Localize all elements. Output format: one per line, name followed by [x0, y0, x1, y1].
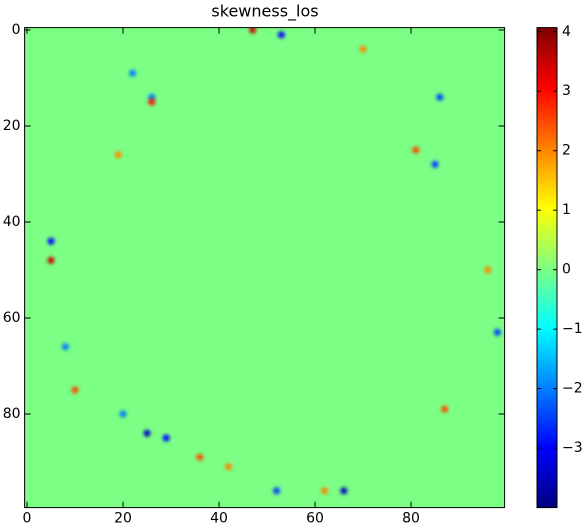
heatmap-cell: [114, 151, 122, 159]
heatmap-cell: [321, 487, 329, 495]
colorbar-tick-label: −2: [562, 381, 583, 397]
colorbar-tick-label: 2: [562, 143, 571, 159]
heatmap-cell: [225, 463, 233, 471]
y-tick-label: 0: [12, 22, 21, 38]
heatmap-cell: [143, 429, 151, 437]
colorbar-tick-label: 4: [562, 24, 571, 40]
heatmap-cell: [162, 434, 170, 442]
heatmap-cell: [493, 328, 501, 336]
y-tick-label: 60: [3, 310, 21, 326]
x-tick-label: 20: [114, 511, 132, 524]
heatmap-area: [24, 27, 505, 508]
x-tick-label: 60: [306, 511, 324, 524]
x-tick-label: 80: [402, 511, 420, 524]
heatmap-cell: [47, 256, 55, 264]
colorbar-tick-label: −3: [562, 440, 583, 456]
heatmap-cell: [47, 237, 55, 245]
colorbar: [537, 27, 557, 508]
heatmap-cell: [484, 266, 492, 274]
heatmap-cell: [249, 27, 257, 34]
x-tick-label: 40: [210, 511, 228, 524]
heatmap-cell: [129, 69, 137, 77]
heatmap-cell: [359, 45, 367, 53]
colorbar-tick-label: 3: [562, 83, 571, 99]
heatmap-background: [24, 27, 505, 508]
heatmap-cell: [277, 31, 285, 39]
heatmap-cell: [71, 386, 79, 394]
chart-title: skewness_los: [211, 2, 318, 22]
heatmap-cell: [148, 93, 156, 101]
heatmap-cell: [148, 98, 156, 106]
plot-frame: [24, 27, 506, 509]
heatmap-cell: [340, 487, 348, 495]
heatmap-cell: [431, 160, 439, 168]
heatmap-cell: [412, 146, 420, 154]
x-tick-label: 0: [23, 511, 32, 524]
colorbar-tick-label: −1: [562, 321, 583, 337]
heatmap-cell: [441, 405, 449, 413]
heatmap-cell: [61, 343, 69, 351]
y-tick-label: 40: [3, 214, 21, 230]
y-tick-label: 80: [3, 406, 21, 422]
colorbar-tick-label: 1: [562, 202, 571, 218]
heatmap-cell: [196, 453, 204, 461]
y-tick-label: 20: [3, 118, 21, 134]
colorbar-tick-label: 0: [562, 262, 571, 278]
colorbar-frame: [536, 27, 558, 509]
heatmap-cell: [119, 410, 127, 418]
heatmap-cell: [273, 487, 281, 495]
heatmap-cell: [436, 93, 444, 101]
